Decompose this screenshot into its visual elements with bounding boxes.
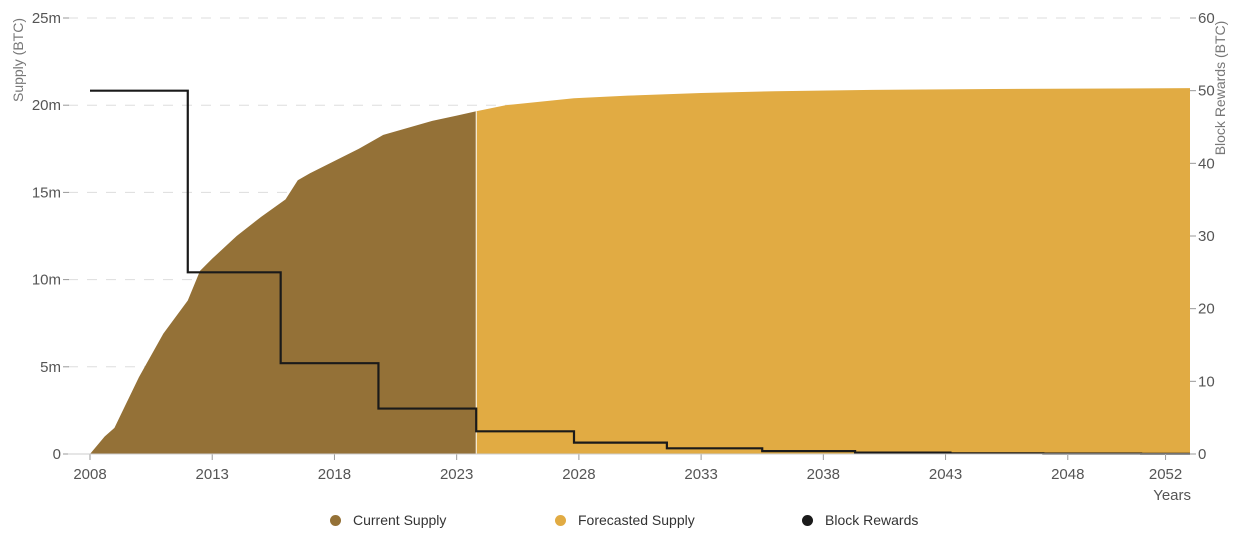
supply-areas: [90, 88, 1190, 455]
x-tick-label: 2038: [807, 466, 840, 483]
left-tick-label: 10m: [32, 272, 61, 289]
legend-label-forecasted-supply: Forecasted Supply: [578, 512, 695, 528]
x-tick-label: 2048: [1051, 466, 1084, 483]
current-supply-dot-icon: [330, 514, 341, 526]
forecasted-supply-area: [476, 88, 1190, 455]
right-tick-label: 60: [1198, 10, 1215, 27]
block-rewards-line: [90, 89, 1190, 455]
left-tick-label: 15m: [32, 184, 61, 201]
right-tick-label: 10: [1198, 373, 1215, 390]
forecasted-supply-dot-icon: [555, 514, 566, 526]
legend-label-block-rewards: Block Rewards: [825, 512, 919, 528]
x-axis-title: Years: [1153, 487, 1191, 504]
x-tick-label: 2008: [73, 466, 106, 483]
x-tick-label: 2018: [318, 466, 351, 483]
x-tick-label: 2052: [1149, 466, 1182, 483]
x-tick-label: 2013: [196, 466, 229, 483]
left-tick-label: 0: [53, 446, 61, 463]
current-supply-area: [90, 111, 477, 454]
legend-item-current-supply[interactable]: Current Supply: [330, 512, 446, 528]
right-tick-label: 50: [1198, 83, 1215, 100]
right-tick-label: 0: [1198, 446, 1206, 463]
left-tick-label: 5m: [40, 359, 61, 376]
legend-item-forecasted-supply[interactable]: Forecasted Supply: [555, 512, 695, 528]
x-tick-label: 2043: [929, 466, 962, 483]
right-tick-label: 20: [1198, 301, 1215, 318]
x-tick-label: 2028: [562, 466, 595, 483]
x-tick-label: 2023: [440, 466, 473, 483]
right-tick-label: 40: [1198, 155, 1215, 172]
left-tick-label: 25m: [32, 10, 61, 27]
legend-label-current-supply: Current Supply: [353, 512, 447, 528]
legend: Current Supply Forecasted Supply Block R…: [0, 512, 1239, 536]
left-tick-label: 20m: [32, 97, 61, 114]
x-tick-label: 2033: [684, 466, 717, 483]
left-axis-title: Supply (BTC): [10, 18, 26, 102]
right-tick-label: 30: [1198, 228, 1215, 245]
right-axis-title: Block Rewards (BTC): [1212, 21, 1228, 156]
block-rewards-dot-icon: [802, 514, 813, 526]
block-rewards-line-layer: [90, 89, 1190, 455]
axes: 0 5m 10m 15m 20m 25m 0 10 20 30 40 50 60 2008 2013 2018…: [32, 10, 1215, 483]
legend-item-block-rewards[interactable]: Block Rewards: [802, 512, 918, 528]
